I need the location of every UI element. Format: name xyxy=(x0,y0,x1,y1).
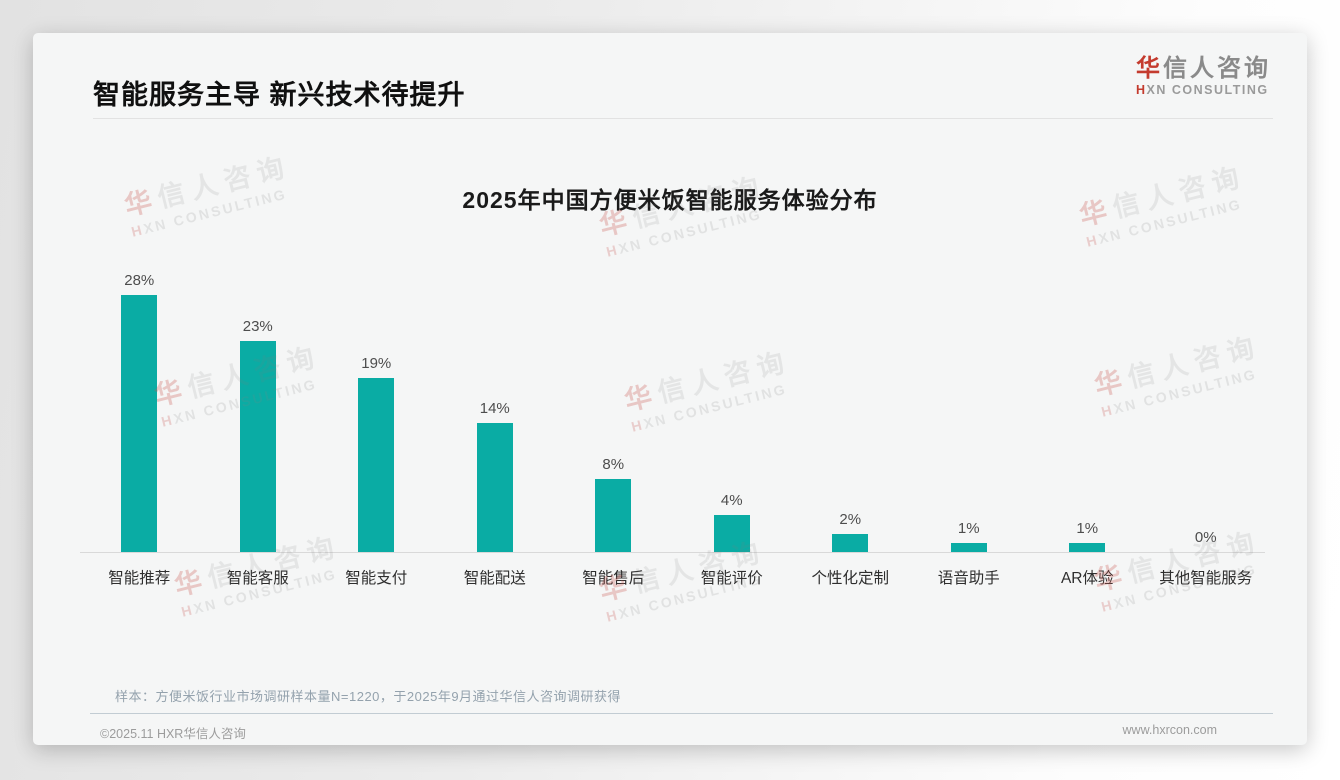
bar-value-label: 4% xyxy=(720,492,743,509)
bar xyxy=(950,543,987,552)
bar xyxy=(713,515,750,552)
category-label: 其他智能服务 xyxy=(1159,570,1253,587)
bar xyxy=(358,378,395,552)
page-title: 智能服务主导 新兴技术待提升 xyxy=(93,80,466,110)
bar-value-label: 8% xyxy=(602,456,625,473)
bar-column: 23% xyxy=(199,318,318,552)
category-label: 智能客服 xyxy=(226,570,289,587)
bar-chart: 28% 23% 19% 14% 8% 4% 2% 1% 1% 0% 智能推荐 智能客服 智能支付 智能配… xyxy=(80,253,1265,588)
footer-divider xyxy=(90,713,1273,714)
bar-column: 2% xyxy=(791,511,910,552)
report-card: 智能服务主导 新兴技术待提升 华信人咨询 HXN CONSULTING 2025… xyxy=(33,33,1307,745)
bar-value-label: 19% xyxy=(361,355,392,372)
footer: ©2025.11 HXR华信人咨询 www.hxrcon.com xyxy=(100,723,1217,742)
category-label: 智能配送 xyxy=(463,570,526,587)
logo-chinese-name: 华信人咨询 xyxy=(1136,55,1271,82)
bar-column: 0% xyxy=(1147,529,1266,552)
bar xyxy=(239,341,276,552)
category-label: AR体验 xyxy=(1060,570,1114,587)
bar-column: 8% xyxy=(554,456,673,552)
bar-column: 1% xyxy=(1028,520,1147,552)
category-label: 智能推荐 xyxy=(108,570,171,587)
bar-column: 1% xyxy=(910,520,1029,552)
bar-value-label: 2% xyxy=(839,511,862,528)
bar-value-label: 1% xyxy=(1076,520,1099,537)
bar-column: 28% xyxy=(80,272,199,552)
bar-value-label: 23% xyxy=(242,318,273,335)
bar-column: 19% xyxy=(317,355,436,552)
sample-note: 样本：方便米饭行业市场调研样本量N=1220，于2025年9月通过华信人咨询调研… xyxy=(115,689,622,704)
category-axis: 智能推荐 智能客服 智能支付 智能配送 智能售后 智能评价 个性化定制 语音助手 AR体验 其他智… xyxy=(80,553,1265,588)
category-label: 个性化定制 xyxy=(811,570,889,587)
bar xyxy=(121,295,158,552)
bar xyxy=(832,534,869,552)
bar-value-label: 0% xyxy=(1194,529,1217,546)
bar-value-label: 28% xyxy=(124,272,155,289)
category-label: 智能售后 xyxy=(582,570,645,587)
logo-english-name: HXN CONSULTING xyxy=(1136,82,1269,97)
bar xyxy=(595,479,632,552)
company-logo: 华信人咨询 HXN CONSULTING xyxy=(1136,55,1271,97)
bar-column: 14% xyxy=(436,400,555,552)
copyright-text: ©2025.11 HXR华信人咨询 xyxy=(100,727,246,741)
bar-value-label: 1% xyxy=(957,520,980,537)
bars-area: 28% 23% 19% 14% 8% 4% 2% 1% 1% 0% xyxy=(80,253,1265,553)
category-label: 智能评价 xyxy=(700,570,763,587)
header-divider xyxy=(93,118,1273,119)
bar xyxy=(476,423,513,552)
website-url: www.hxrcon.com xyxy=(1122,723,1217,737)
category-label: 语音助手 xyxy=(937,570,1000,587)
chart-title: 2025年中国方便米饭智能服务体验分布 xyxy=(462,187,878,213)
category-label: 智能支付 xyxy=(345,570,408,587)
bar xyxy=(1069,543,1106,552)
bar-column: 4% xyxy=(673,492,792,552)
bar-value-label: 14% xyxy=(479,400,510,417)
